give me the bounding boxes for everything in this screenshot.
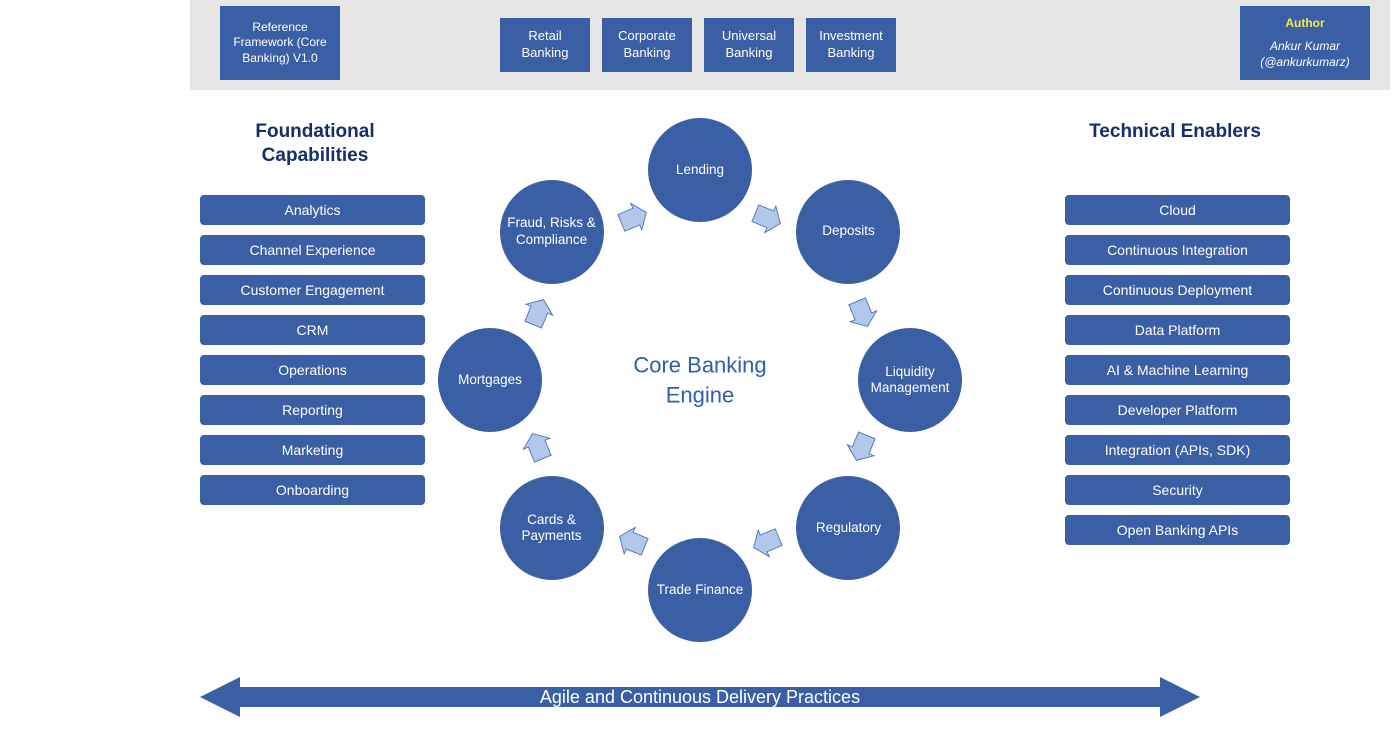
- ring-node: Regulatory: [796, 476, 900, 580]
- ring-arrow-icon: [747, 522, 787, 562]
- banking-types-row: Retail Banking Corporate Banking Univers…: [500, 18, 896, 72]
- technical-item: Continuous Deployment: [1065, 275, 1290, 305]
- ring-node: Deposits: [796, 180, 900, 284]
- foundational-item: Channel Experience: [200, 235, 425, 265]
- ring-arrow-icon: [747, 198, 787, 238]
- ring-center-label: Core Banking Engine: [620, 350, 780, 409]
- foundational-list: Analytics Channel Experience Customer Enga…: [200, 195, 425, 505]
- foundational-item: Operations: [200, 355, 425, 385]
- framework-title: Reference Framework (Core Banking) V1.0: [224, 20, 336, 67]
- foundational-item: CRM: [200, 315, 425, 345]
- bottom-banner-label: Agile and Continuous Delivery Practices: [540, 687, 860, 707]
- framework-title-box: Reference Framework (Core Banking) V1.0: [220, 6, 340, 80]
- core-ring: Core Banking Engine Lending Deposits Liqui…: [430, 100, 970, 660]
- technical-item: Data Platform: [1065, 315, 1290, 345]
- banking-type-universal: Universal Banking: [704, 18, 794, 72]
- ring-node: Fraud, Risks & Compliance: [500, 180, 604, 284]
- ring-arrow-icon: [613, 522, 653, 562]
- technical-list: Cloud Continuous Integration Continuous De…: [1065, 195, 1290, 545]
- ring-arrow-icon: [842, 427, 882, 467]
- foundational-item: Analytics: [200, 195, 425, 225]
- technical-item: Open Banking APIs: [1065, 515, 1290, 545]
- banking-type-investment: Investment Banking: [806, 18, 896, 72]
- ring-node: Trade Finance: [648, 538, 752, 642]
- banking-type-retail: Retail Banking: [500, 18, 590, 72]
- foundational-item: Onboarding: [200, 475, 425, 505]
- technical-item: Security: [1065, 475, 1290, 505]
- ring-node: Mortgages: [438, 328, 542, 432]
- author-box: Author Ankur Kumar (@ankurkumarz): [1240, 6, 1370, 80]
- foundational-item: Marketing: [200, 435, 425, 465]
- author-label: Author: [1285, 15, 1324, 32]
- technical-title: Technical Enablers: [1070, 120, 1280, 144]
- technical-item: Integration (APIs, SDK): [1065, 435, 1290, 465]
- foundational-item: Reporting: [200, 395, 425, 425]
- technical-item: Developer Platform: [1065, 395, 1290, 425]
- ring-arrow-icon: [842, 293, 882, 333]
- banking-type-corporate: Corporate Banking: [602, 18, 692, 72]
- ring-arrow-icon: [518, 427, 558, 467]
- foundational-title: Foundational Capabilities: [210, 120, 420, 168]
- ring-node: Liquidity Management: [858, 328, 962, 432]
- ring-node: Cards & Payments: [500, 476, 604, 580]
- ring-node: Lending: [648, 118, 752, 222]
- double-arrow-icon: Agile and Continuous Delivery Practices: [200, 675, 1200, 719]
- technical-item: Cloud: [1065, 195, 1290, 225]
- foundational-item: Customer Engagement: [200, 275, 425, 305]
- author-name: Ankur Kumar (@ankurkumarz): [1244, 38, 1366, 72]
- bottom-banner: Agile and Continuous Delivery Practices: [200, 675, 1200, 719]
- technical-item: AI & Machine Learning: [1065, 355, 1290, 385]
- ring-arrow-icon: [613, 198, 653, 238]
- ring-arrow-icon: [518, 293, 558, 333]
- technical-item: Continuous Integration: [1065, 235, 1290, 265]
